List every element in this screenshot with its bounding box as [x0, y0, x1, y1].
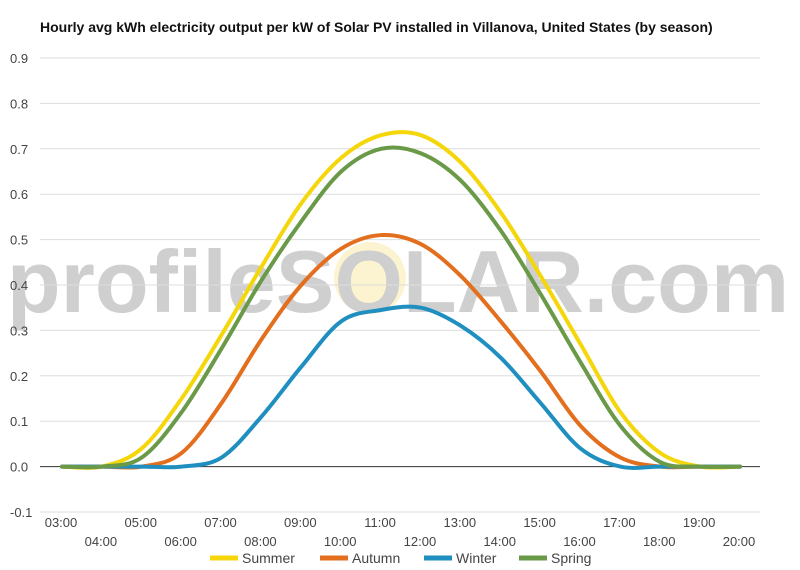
x-tick-layer: 03:00 04:00 05:00 06:00 07:00 08:00 09:00 10:00… — [45, 515, 756, 549]
x-tick-label: 06:00 — [164, 534, 197, 549]
x-tick-label: 05:00 — [124, 515, 157, 530]
x-tick-label: 13:00 — [444, 515, 477, 530]
y-tick-label: 0.5 — [10, 233, 28, 248]
legend-label-autumn: Autumn — [352, 550, 400, 566]
x-tick-label: 10:00 — [324, 534, 357, 549]
y-tick-label: 0.6 — [10, 187, 28, 202]
y-tick-label: 0.1 — [10, 414, 28, 429]
legend: Summer Autumn Winter Spring — [210, 550, 591, 566]
x-tick-label: 08:00 — [244, 534, 277, 549]
series-line-spring — [60, 145, 742, 470]
x-tick-label: 16:00 — [563, 534, 596, 549]
y-tick-label: 0.4 — [10, 278, 28, 293]
y-tick-label: 0.2 — [10, 369, 28, 384]
x-tick-label: 11:00 — [364, 515, 396, 530]
y-tick-label: 0.8 — [10, 96, 28, 111]
series-line-summer — [60, 130, 742, 470]
chart-title: Hourly avg kWh electricity output per kW… — [40, 19, 713, 35]
x-tick-label: 18:00 — [643, 534, 676, 549]
legend-label-spring: Spring — [551, 550, 591, 566]
y-tick-label: 0.0 — [10, 460, 28, 475]
legend-label-winter: Winter — [456, 550, 497, 566]
watermark-sun-icon — [334, 242, 406, 314]
watermark-layer: profileSOLAR.com — [7, 232, 789, 331]
y-tick-label: 0.3 — [10, 323, 28, 338]
x-tick-label: 07:00 — [204, 515, 237, 530]
y-tick-label: -0.1 — [10, 505, 32, 520]
x-tick-label: 14:00 — [483, 534, 516, 549]
series-line-autumn — [60, 232, 742, 470]
x-tick-label: 09:00 — [284, 515, 317, 530]
x-tick-label: 03:00 — [45, 515, 78, 530]
series-line-winter — [60, 304, 742, 470]
x-tick-label: 20:00 — [723, 534, 756, 549]
y-tick-label: 0.7 — [10, 142, 28, 157]
series-layer — [60, 130, 742, 470]
legend-label-summer: Summer — [242, 550, 295, 566]
x-tick-label: 17:00 — [603, 515, 636, 530]
x-tick-label: 19:00 — [683, 515, 716, 530]
x-tick-label: 04:00 — [85, 534, 118, 549]
grid-layer: -0.1 0.0 0.1 0.2 0.3 0.4 0.5 0.6 0.7 0.8 0.9 — [10, 51, 760, 520]
y-tick-label: 0.9 — [10, 51, 28, 66]
watermark-text: profileSOLAR.com — [7, 232, 789, 331]
x-tick-label: 15:00 — [523, 515, 556, 530]
x-tick-label: 12:00 — [404, 534, 437, 549]
